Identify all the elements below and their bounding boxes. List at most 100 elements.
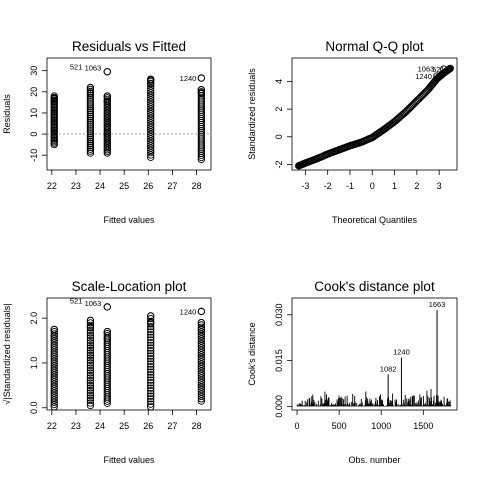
plot-area: 1663 1240 1082 bbox=[296, 300, 452, 407]
data-point bbox=[86, 103, 95, 111]
data-point bbox=[147, 151, 155, 159]
data-point bbox=[86, 128, 95, 136]
data-point bbox=[86, 401, 95, 410]
data-point bbox=[147, 376, 155, 384]
data-point bbox=[86, 366, 95, 375]
plot-title: Cook's distance plot bbox=[314, 279, 435, 294]
x-axis-label: Fitted values bbox=[103, 455, 155, 465]
data-point bbox=[86, 137, 95, 146]
plot-frame bbox=[46, 57, 212, 171]
y-tick-label: 10 bbox=[29, 108, 39, 118]
data-point bbox=[103, 327, 111, 336]
data-point bbox=[197, 89, 206, 97]
data-point bbox=[147, 76, 155, 84]
data-point bbox=[86, 329, 95, 337]
data-point bbox=[86, 316, 95, 325]
data-point bbox=[147, 379, 155, 387]
data-point bbox=[86, 339, 95, 347]
data-point bbox=[86, 344, 95, 352]
point-label: 521 bbox=[70, 63, 83, 72]
data-point bbox=[86, 379, 95, 387]
plot-title: Residuals vs Fitted bbox=[72, 39, 186, 54]
data-point bbox=[197, 376, 206, 384]
y-tick-label: 30 bbox=[29, 66, 39, 76]
data-point bbox=[147, 355, 155, 363]
x-tick-label: 1500 bbox=[413, 421, 433, 431]
data-point bbox=[86, 116, 95, 124]
data-point bbox=[103, 332, 111, 340]
plot-frame bbox=[291, 297, 458, 411]
y-tick-label: 0 bbox=[274, 134, 284, 139]
data-point bbox=[147, 79, 155, 88]
data-point bbox=[197, 86, 206, 94]
x-tick-label: 500 bbox=[332, 421, 347, 431]
data-point bbox=[147, 100, 155, 109]
x-tick-label: 27 bbox=[167, 181, 177, 191]
point-label: 1240 bbox=[415, 72, 432, 81]
data-point bbox=[147, 114, 155, 122]
data-point bbox=[147, 123, 155, 132]
x-tick-label: 1 bbox=[392, 181, 397, 191]
data-point bbox=[147, 357, 155, 366]
data-point bbox=[86, 386, 95, 395]
point-label: 1063 bbox=[418, 64, 435, 73]
data-point bbox=[86, 83, 95, 92]
panel-2: Normal Q-Q plot Theoretical Quantiles Stan… bbox=[247, 39, 458, 225]
data-point bbox=[197, 383, 206, 391]
data-point bbox=[147, 93, 155, 102]
data-point bbox=[147, 368, 155, 376]
data-point bbox=[50, 97, 58, 105]
x-tick-label: 25 bbox=[119, 181, 129, 191]
x-tick-label: 1000 bbox=[371, 421, 391, 431]
data-point bbox=[147, 82, 155, 90]
data-point bbox=[86, 118, 95, 126]
data-point bbox=[147, 347, 155, 355]
data-point bbox=[147, 322, 155, 331]
data-point bbox=[147, 149, 155, 157]
x-axis-label: Fitted values bbox=[103, 215, 155, 225]
labeled-point bbox=[103, 303, 111, 311]
data-point bbox=[86, 334, 95, 342]
data-point bbox=[147, 352, 155, 360]
data-point bbox=[147, 84, 155, 92]
x-tick-label: 3 bbox=[437, 181, 442, 191]
data-point bbox=[197, 335, 206, 343]
data-point bbox=[197, 385, 206, 394]
labeled-point bbox=[197, 74, 206, 82]
x-tick-label: 28 bbox=[192, 421, 202, 431]
data-point bbox=[86, 376, 95, 385]
plot-area: 521 1063 1240 bbox=[47, 63, 211, 164]
data-point bbox=[147, 137, 155, 145]
data-point bbox=[147, 389, 155, 398]
data-point bbox=[147, 96, 155, 104]
y-tick-label: -10 bbox=[29, 149, 39, 162]
data-point bbox=[197, 378, 206, 387]
data-point bbox=[147, 109, 155, 118]
data-point bbox=[86, 359, 95, 367]
x-tick-label: 28 bbox=[192, 181, 202, 191]
data-point bbox=[147, 365, 155, 374]
data-point bbox=[197, 328, 206, 336]
data-point bbox=[197, 362, 206, 371]
data-point bbox=[86, 120, 95, 128]
data-point bbox=[50, 94, 58, 102]
data-point bbox=[147, 135, 155, 143]
data-point bbox=[103, 97, 111, 105]
data-point bbox=[147, 314, 155, 323]
x-tick-label: -1 bbox=[346, 181, 354, 191]
data-point bbox=[86, 105, 95, 113]
y-tick-label: 4 bbox=[274, 79, 284, 84]
labeled-point bbox=[439, 65, 448, 73]
data-point bbox=[86, 141, 95, 150]
x-tick-label: 26 bbox=[143, 421, 153, 431]
data-point bbox=[50, 330, 58, 338]
data-point bbox=[86, 85, 95, 94]
data-point bbox=[147, 363, 155, 371]
data-point bbox=[197, 397, 206, 405]
data-point bbox=[147, 112, 155, 120]
data-point bbox=[147, 341, 155, 349]
y-tick-label: 2.0 bbox=[29, 312, 39, 325]
data-point bbox=[197, 330, 206, 338]
x-tick-label: 23 bbox=[71, 181, 81, 191]
data-point bbox=[197, 346, 206, 354]
